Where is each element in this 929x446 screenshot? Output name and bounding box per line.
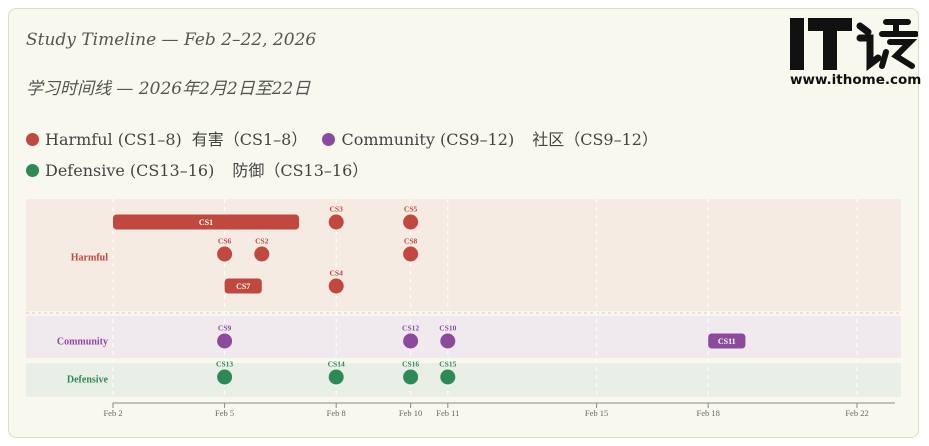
x-tick-label: Feb 18 xyxy=(697,408,720,418)
point-cs5 xyxy=(403,214,419,230)
point-label-cs12: CS12 xyxy=(402,324,419,333)
span-label-cs7: CS7 xyxy=(236,282,250,291)
legend-label-community: Community (CS9–12) xyxy=(341,130,515,149)
chart-subtitle: 学习时间线 — 2026年2月2日至22日 xyxy=(26,79,311,99)
point-cs3 xyxy=(328,214,344,230)
point-label-cs9: CS9 xyxy=(218,324,232,333)
lane-label-harmful: Harmful xyxy=(71,253,108,264)
legend: Harmful (CS1–8) 有害（CS1–8） Community (CS9–… xyxy=(26,124,866,186)
point-cs14 xyxy=(328,369,344,385)
x-tick-label: Feb 5 xyxy=(215,408,234,418)
legend-swatch-community xyxy=(322,133,336,146)
x-tick-label: Feb 11 xyxy=(436,408,459,418)
point-label-cs6: CS6 xyxy=(218,237,232,246)
point-label-cs2: CS2 xyxy=(255,237,269,246)
legend-swatch-harmful xyxy=(26,133,39,146)
legend-item-community: Community (CS9–12) 社区（CS9–12） xyxy=(322,130,658,149)
point-cs2 xyxy=(254,246,270,262)
point-label-cs3: CS3 xyxy=(330,205,344,214)
point-label-cs14: CS14 xyxy=(328,360,345,369)
lane-label-defensive: Defensive xyxy=(67,375,109,386)
point-cs9 xyxy=(217,333,233,349)
legend-label-harmful: Harmful (CS1–8) xyxy=(45,130,182,149)
legend-label-defensive-zh: 防御（CS13–16） xyxy=(232,161,369,180)
point-cs6 xyxy=(217,246,233,262)
x-tick-label: Feb 10 xyxy=(399,408,422,418)
span-bar-cs1 xyxy=(113,214,299,230)
point-cs8 xyxy=(403,246,419,262)
chart-title: Study Timeline — Feb 2–22, 2026 xyxy=(26,30,317,50)
point-cs4 xyxy=(328,278,344,294)
point-cs12 xyxy=(403,333,419,349)
point-label-cs13: CS13 xyxy=(216,360,233,369)
ithome-logo xyxy=(790,18,918,71)
point-label-cs4: CS4 xyxy=(330,269,344,278)
point-cs13 xyxy=(217,369,233,385)
legend-item-defensive: Defensive (CS13–16) 防御（CS13–16） xyxy=(26,161,368,180)
legend-swatch-defensive xyxy=(26,164,39,177)
point-cs10 xyxy=(440,333,456,349)
span-label-cs1: CS1 xyxy=(199,218,213,227)
span-label-cs11: CS11 xyxy=(718,337,736,346)
point-label-cs5: CS5 xyxy=(404,205,418,214)
point-label-cs10: CS10 xyxy=(439,324,456,333)
x-tick-label: Feb 8 xyxy=(327,408,346,418)
span-bar-cs7 xyxy=(224,278,262,294)
lane-bg-defensive xyxy=(26,363,901,397)
lane-label-community: Community xyxy=(57,337,108,348)
x-tick-label: Feb 15 xyxy=(585,408,608,418)
legend-item-harmful: Harmful (CS1–8) 有害（CS1–8） xyxy=(26,130,307,149)
point-cs15 xyxy=(440,369,456,385)
legend-label-community-zh: 社区（CS9–12） xyxy=(532,130,658,149)
point-cs16 xyxy=(403,369,419,385)
legend-label-defensive: Defensive (CS13–16) xyxy=(45,161,215,180)
point-label-cs16: CS16 xyxy=(402,360,419,369)
point-label-cs15: CS15 xyxy=(439,360,456,369)
legend-label-harmful-zh: 有害（CS1–8） xyxy=(191,130,308,149)
x-tick-label: Feb 2 xyxy=(103,408,122,418)
point-label-cs8: CS8 xyxy=(404,237,418,246)
x-tick-label: Feb 22 xyxy=(845,408,868,418)
watermark-url: www.ithome.com xyxy=(790,72,922,88)
lane-bg-community xyxy=(26,316,901,358)
span-bar-cs11 xyxy=(708,333,746,349)
